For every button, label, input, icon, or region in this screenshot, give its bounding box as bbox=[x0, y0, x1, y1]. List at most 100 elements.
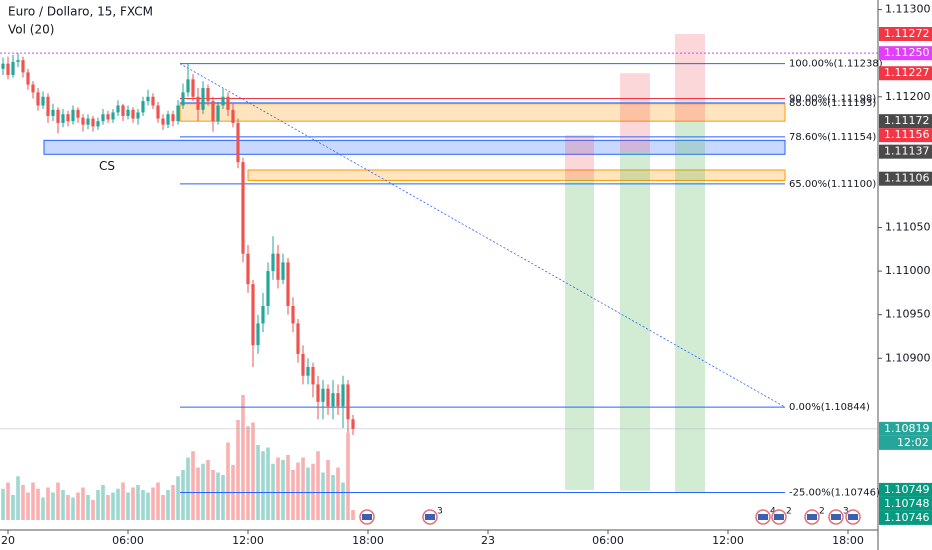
volume-bar bbox=[311, 463, 315, 520]
price-label-box bbox=[879, 128, 932, 143]
volume-bar bbox=[141, 490, 145, 520]
volume-bar bbox=[151, 487, 155, 520]
candle-body bbox=[171, 114, 175, 122]
volume-bar bbox=[96, 490, 100, 520]
candle-body bbox=[206, 88, 210, 102]
candle-body bbox=[311, 366, 315, 385]
chart-title: Euro / Dollaro, 15, FXCM bbox=[8, 5, 153, 19]
y-tick-label: 1.11050 bbox=[885, 221, 931, 234]
volume-bar bbox=[106, 495, 110, 520]
volume-bar bbox=[71, 497, 75, 520]
volume-bar bbox=[271, 463, 275, 520]
volume-bar bbox=[111, 492, 115, 520]
candle-body bbox=[271, 253, 275, 272]
volume-bar bbox=[116, 488, 120, 520]
volume-bar bbox=[306, 467, 310, 520]
price-label-box bbox=[879, 114, 932, 129]
fib-label: -25.00%(1.10746) bbox=[789, 488, 880, 499]
zone bbox=[179, 103, 786, 122]
candle-body bbox=[301, 353, 305, 376]
event-flag bbox=[774, 514, 784, 520]
volume-bar bbox=[316, 451, 320, 520]
candle-body bbox=[141, 101, 145, 113]
candle-body bbox=[21, 60, 25, 73]
volume-bar bbox=[221, 475, 225, 520]
y-tick-label: 1.10900 bbox=[885, 351, 931, 364]
candle-body bbox=[26, 72, 30, 85]
candle-body bbox=[226, 96, 230, 110]
candle-body bbox=[291, 305, 295, 324]
candle-body bbox=[101, 114, 105, 122]
fib-label: 78.60%(1.11154) bbox=[789, 132, 876, 143]
candle-body bbox=[116, 105, 120, 113]
volume-bar bbox=[91, 500, 95, 520]
price-label-box bbox=[879, 421, 932, 436]
volume-bar bbox=[266, 447, 270, 520]
volume-bar bbox=[21, 485, 25, 520]
volume-bar bbox=[341, 482, 345, 520]
candle-body bbox=[256, 323, 260, 346]
candle-body bbox=[151, 96, 155, 106]
y-tick-label: 1.11200 bbox=[885, 90, 931, 103]
candle-body bbox=[266, 271, 270, 306]
volume-bar bbox=[101, 485, 105, 520]
candle-body bbox=[111, 112, 115, 120]
price-label-box bbox=[879, 46, 932, 61]
volume-bar bbox=[226, 442, 230, 520]
event-flag bbox=[848, 514, 858, 520]
price-label: 1.10749 bbox=[884, 483, 930, 496]
volume-bar bbox=[11, 495, 15, 520]
candle-body bbox=[306, 366, 310, 376]
price-label: 1.11272 bbox=[884, 27, 930, 40]
candle-body bbox=[81, 117, 85, 125]
fib-label: 100.00%(1.11238) bbox=[789, 59, 883, 70]
event-count: 2 bbox=[819, 507, 825, 517]
x-tick-label: 23 bbox=[481, 534, 495, 547]
candle-body bbox=[201, 88, 205, 110]
candle-body bbox=[241, 162, 245, 254]
candle-body bbox=[91, 118, 95, 127]
price-label: 1.10748 bbox=[884, 497, 930, 510]
candle-body bbox=[186, 79, 190, 93]
volume-bar bbox=[176, 476, 180, 520]
volume-bar bbox=[66, 495, 70, 520]
price-label: 1.11106 bbox=[884, 172, 930, 185]
event-flag bbox=[807, 514, 817, 520]
price-label: 1.11227 bbox=[884, 66, 930, 79]
volume-bar bbox=[326, 460, 330, 520]
volume-bar bbox=[286, 455, 290, 520]
volume-bar bbox=[46, 487, 50, 520]
volume-bar bbox=[186, 457, 190, 520]
y-tick-label: 1.10950 bbox=[885, 308, 931, 321]
volume-bar bbox=[121, 482, 125, 520]
event-flag bbox=[362, 514, 372, 520]
candle-body bbox=[211, 101, 215, 122]
candle-body bbox=[281, 262, 285, 280]
price-label: 1.11137 bbox=[884, 145, 930, 158]
candle-body bbox=[121, 105, 125, 116]
price-label-box bbox=[879, 66, 932, 81]
candle-body bbox=[261, 305, 265, 324]
volume-bar bbox=[321, 472, 325, 520]
volume-bar bbox=[36, 488, 40, 520]
price-label: 1.11156 bbox=[884, 128, 930, 141]
position-risk bbox=[565, 135, 594, 179]
volume-bar bbox=[26, 492, 30, 520]
volume-bar bbox=[61, 490, 65, 520]
candle-body bbox=[31, 84, 35, 93]
candle-body bbox=[6, 63, 10, 75]
candle-body bbox=[296, 323, 300, 354]
position-risk bbox=[620, 73, 650, 152]
zone bbox=[247, 169, 786, 181]
candle-body bbox=[46, 96, 50, 116]
price-label: 1.11172 bbox=[884, 114, 930, 127]
fib-label: 88.00%(1.11193) bbox=[789, 98, 876, 109]
candle-body bbox=[196, 96, 200, 110]
x-tick-label: 18:00 bbox=[832, 534, 864, 547]
candle-body bbox=[1, 63, 5, 69]
candle-body bbox=[336, 393, 340, 407]
price-label-box bbox=[879, 510, 932, 525]
volume-bar bbox=[131, 487, 135, 520]
volume-bar bbox=[156, 482, 160, 520]
